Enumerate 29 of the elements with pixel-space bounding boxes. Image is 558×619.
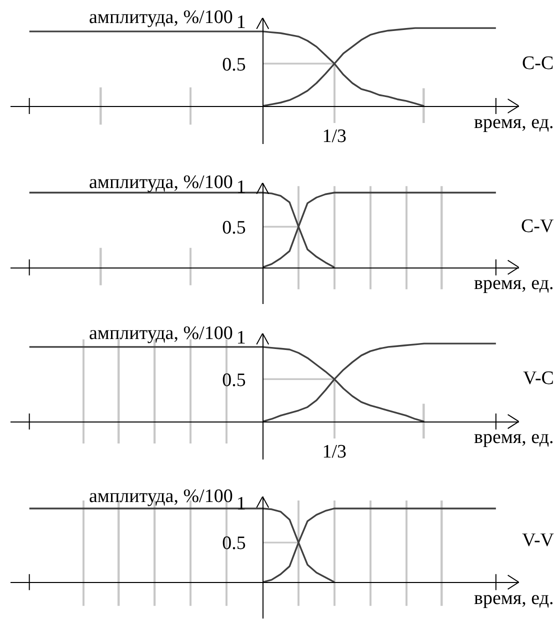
bar [226, 339, 228, 444]
bar [82, 339, 84, 444]
y-axis-title: амплитуда, %/100 [89, 172, 233, 193]
bar [422, 404, 425, 438]
x-tick-label: 1/3 [322, 126, 347, 147]
y-tick-label: 0.5 [222, 533, 246, 554]
bar [334, 379, 336, 438]
text: C-C [522, 53, 554, 74]
x-axis-title: время, ед. [474, 588, 554, 609]
bar [190, 339, 192, 444]
y-tick-label: 0.5 [222, 370, 246, 391]
y-tick-label: 0.5 [222, 54, 246, 76]
text: C-V [521, 216, 554, 237]
x-axis-title: время, ед. [474, 112, 554, 133]
text: V-C [523, 368, 554, 389]
bar [100, 87, 102, 125]
bar [422, 88, 425, 123]
text: V-V [522, 530, 554, 551]
x-axis-title: время, ед. [474, 427, 554, 448]
y-axis-title: амплитуда, %/100 [89, 486, 233, 507]
y-axis-title: амплитуда, %/100 [89, 7, 233, 28]
y-tick-label: 0.5 [222, 217, 246, 238]
x-axis-title: время, ед. [474, 273, 554, 294]
y-tick-label: 1 [236, 12, 246, 33]
y-tick-label: 1 [236, 327, 246, 348]
x-tick-label: 1/3 [322, 441, 347, 462]
bar [190, 87, 192, 125]
y-axis-title: амплитуда, %/100 [89, 323, 233, 344]
bar [334, 64, 336, 123]
